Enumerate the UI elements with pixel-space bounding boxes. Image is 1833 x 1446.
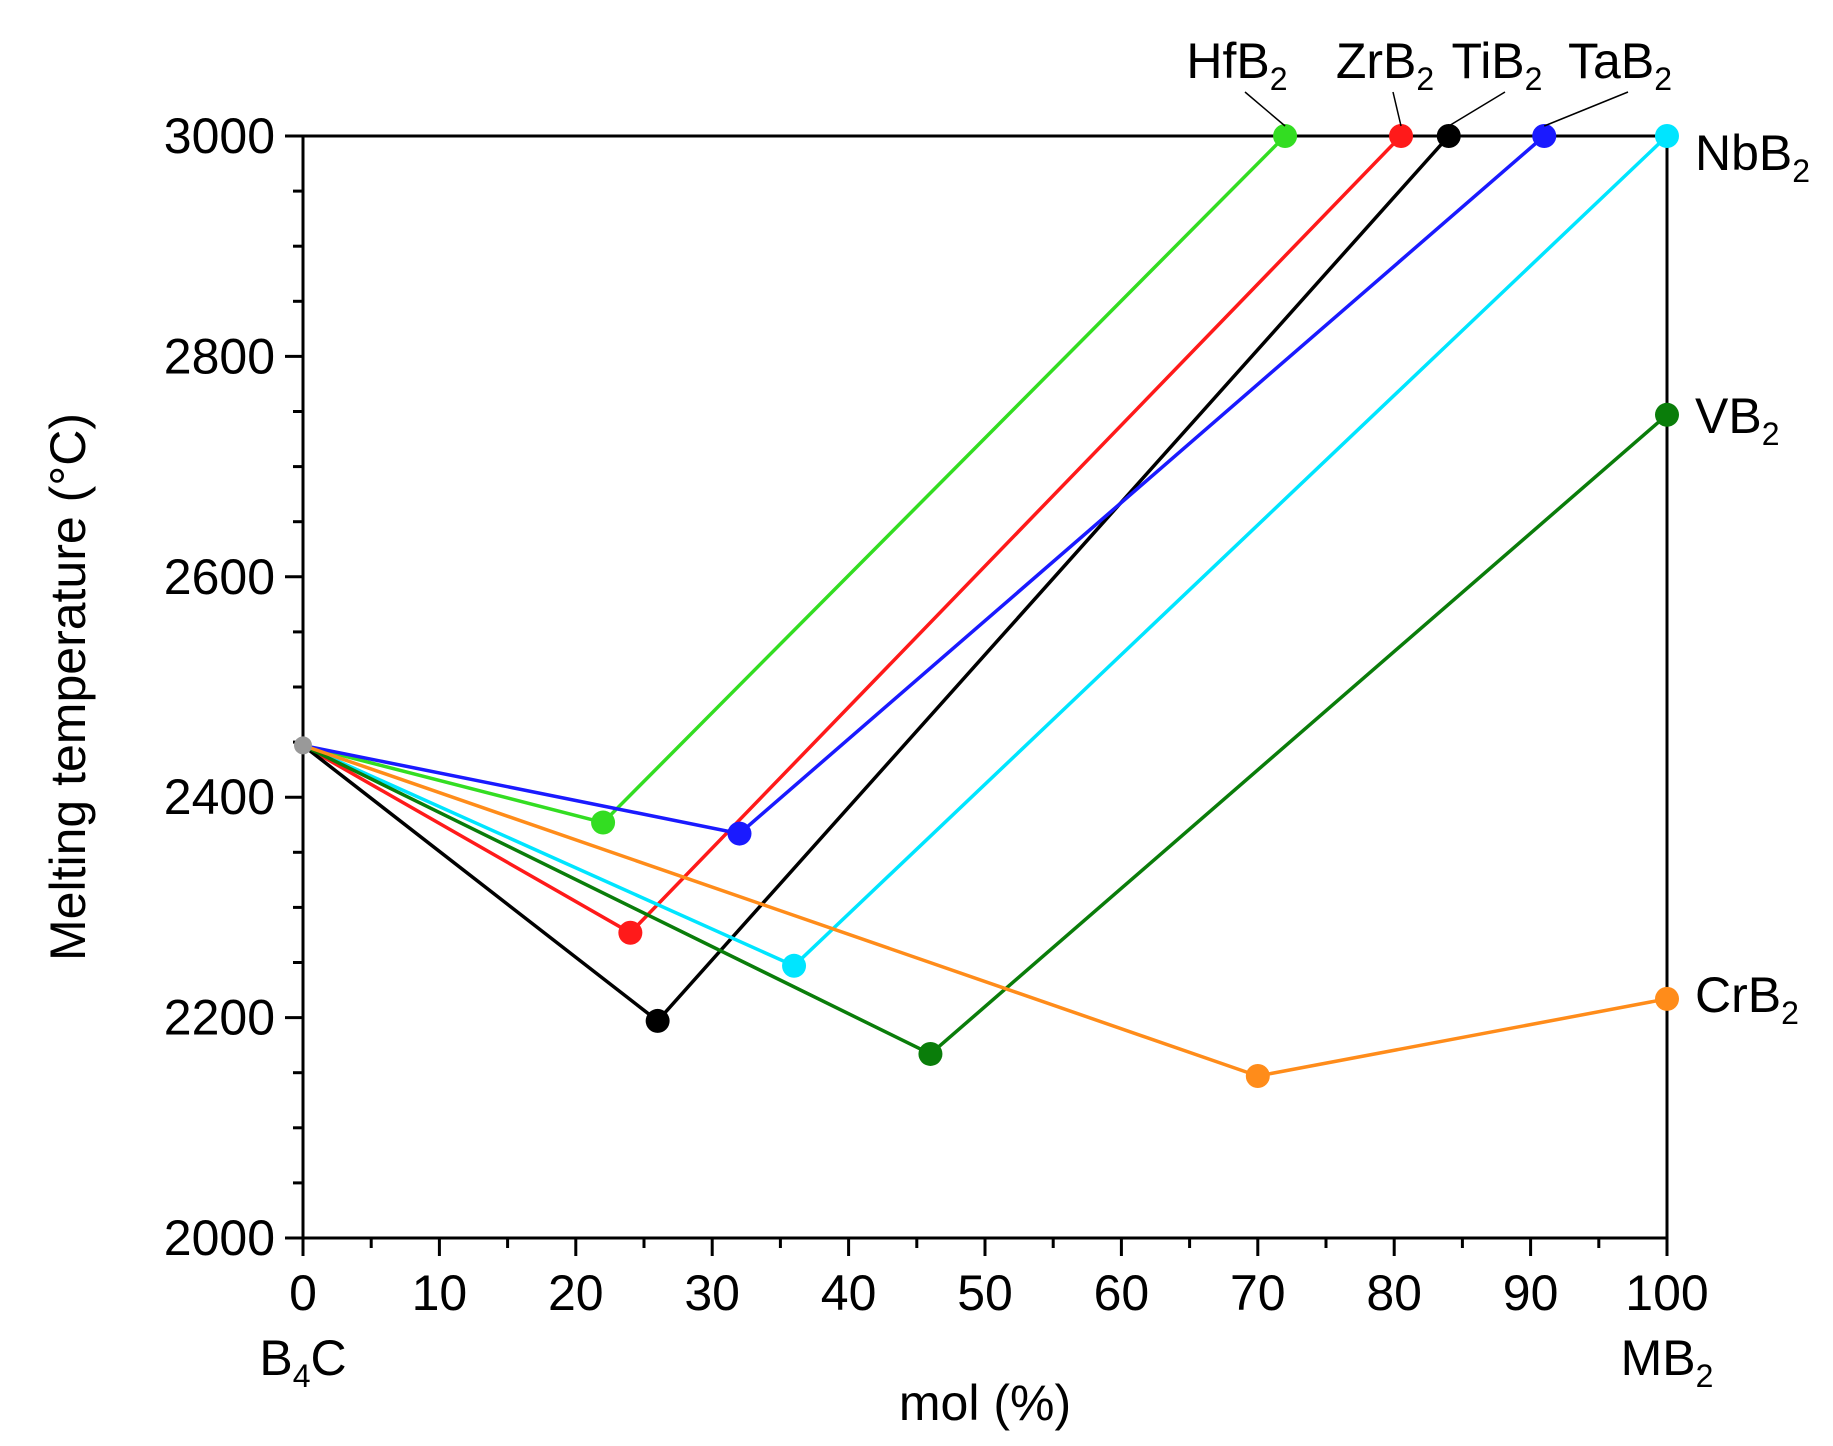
series-line-ZrB2 xyxy=(302,134,1403,935)
series-label-ZrB2: ZrB2 xyxy=(1336,33,1434,97)
y-tick-label: 2200 xyxy=(164,990,275,1046)
x-tick-label: 90 xyxy=(1503,1265,1559,1321)
data-point-HfB2 xyxy=(1273,124,1298,148)
series-line-CrB2 xyxy=(302,743,1668,1078)
data-point-TiB2 xyxy=(645,1008,670,1033)
x-tick-label: 10 xyxy=(412,1265,468,1321)
data-point-VB2 xyxy=(1655,402,1679,427)
y-tick-label: 2800 xyxy=(164,328,275,384)
data-point-TaB2 xyxy=(727,821,752,846)
x-tick-label: 20 xyxy=(548,1265,604,1321)
series-line-TaB2 xyxy=(302,134,1546,836)
data-point-CrB2 xyxy=(1245,1064,1270,1089)
x-end-label-left: B4C xyxy=(259,1330,346,1394)
x-axis-title: mol (%) xyxy=(899,1375,1071,1431)
x-tick-label: 60 xyxy=(1094,1265,1150,1321)
axes-layer: 0 10 20 30 40 50 60 70 80 90 100 2000 2200 2400 2600 28… xyxy=(40,108,1713,1431)
data-point-TiB2 xyxy=(1436,124,1461,148)
series-line-NbB2 xyxy=(302,134,1669,968)
data-point-VB2 xyxy=(918,1041,943,1066)
data-point-NbB2 xyxy=(782,953,807,978)
series-label-NbB2: NbB2 xyxy=(1695,125,1810,189)
y-tick-label: 3000 xyxy=(164,108,275,164)
y-tick-label: 2400 xyxy=(164,769,275,825)
data-point-TaB2 xyxy=(1532,124,1557,148)
series-label-VB2: VB2 xyxy=(1695,388,1780,452)
series-label-leader xyxy=(1448,91,1506,127)
data-point-HfB2 xyxy=(591,810,616,835)
series-line-VB2 xyxy=(302,413,1669,1057)
series-line-HfB2 xyxy=(302,134,1287,825)
series-label-leader xyxy=(1543,91,1629,127)
x-tick-label: 80 xyxy=(1366,1265,1422,1321)
data-point-ZrB2 xyxy=(1389,124,1414,148)
x-tick-label: 30 xyxy=(684,1265,740,1321)
series-label-leader xyxy=(1392,91,1402,127)
data-point-ZrB2 xyxy=(618,920,643,945)
x-tick-label: 100 xyxy=(1625,1265,1708,1321)
y-axis-title: Melting temperature (°C) xyxy=(40,413,96,961)
origin-point xyxy=(294,736,312,755)
series-label-CrB2: CrB2 xyxy=(1695,967,1799,1031)
data-point-CrB2 xyxy=(1655,986,1679,1011)
x-tick-label: 70 xyxy=(1230,1265,1286,1321)
series-layer xyxy=(294,124,1679,1089)
series-label-TiB2: TiB2 xyxy=(1452,33,1543,97)
series-label-TaB2: TaB2 xyxy=(1568,33,1672,97)
data-point-NbB2 xyxy=(1655,124,1679,148)
series-label-HfB2: HfB2 xyxy=(1186,33,1287,97)
x-end-label-right: MB2 xyxy=(1621,1330,1714,1394)
x-tick-label: 0 xyxy=(289,1265,317,1321)
x-tick-label: 50 xyxy=(957,1265,1013,1321)
series-label-leader xyxy=(1244,91,1286,127)
y-tick-label: 2600 xyxy=(164,549,275,605)
x-tick-label: 40 xyxy=(821,1265,877,1321)
plot-frame xyxy=(301,134,1669,1240)
y-tick-label: 2000 xyxy=(164,1210,275,1266)
label-layer: HfB2 ZrB2 TiB2 TaB2 NbB2 VB2 CrB2 xyxy=(1186,33,1810,1031)
